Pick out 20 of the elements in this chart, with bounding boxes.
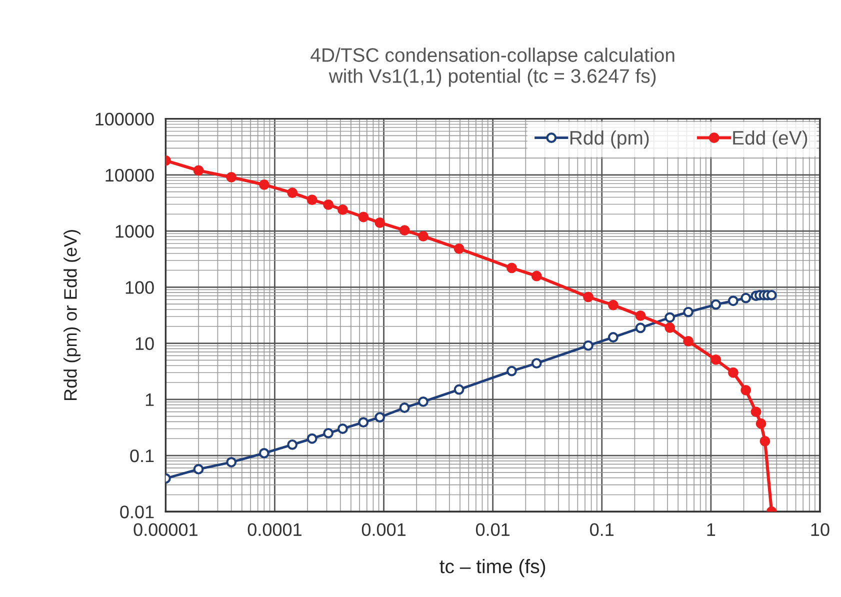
x-tick-label: 1 (707, 523, 716, 536)
y-tick-label: 1 (146, 394, 154, 406)
y-tick-label: 10 (136, 337, 154, 350)
y-tick-label: 1000 (116, 224, 154, 238)
x-tick-label: 0.0001 (248, 523, 302, 536)
y-tick-label: 100 (126, 281, 154, 294)
y-tick-label: 100000 (96, 112, 154, 126)
legend-label: Rdd (pm) (570, 130, 649, 149)
y-tick-label: 0.1 (130, 449, 154, 462)
x-tick-label: 0.00001 (134, 523, 198, 536)
y-axis-title: Rdd (pm) or Edd (eV) (64, 230, 80, 400)
legend-label: Edd (eV) (733, 130, 808, 149)
x-tick-label: 0.001 (362, 523, 406, 536)
x-tick-label: 0.1 (590, 523, 614, 536)
x-tick-label: 0.01 (476, 523, 510, 536)
y-tick-label: 10000 (106, 168, 154, 182)
x-tick-label: 10 (811, 523, 830, 536)
x-axis-title: tc – time (fs) (440, 559, 546, 578)
chart-title: 4D/TSC condensation-collapse calculation with Vs1(1,1) potential (tc = 3.6247 fs) (310, 48, 674, 87)
y-tick-label: 0.01 (120, 506, 154, 518)
